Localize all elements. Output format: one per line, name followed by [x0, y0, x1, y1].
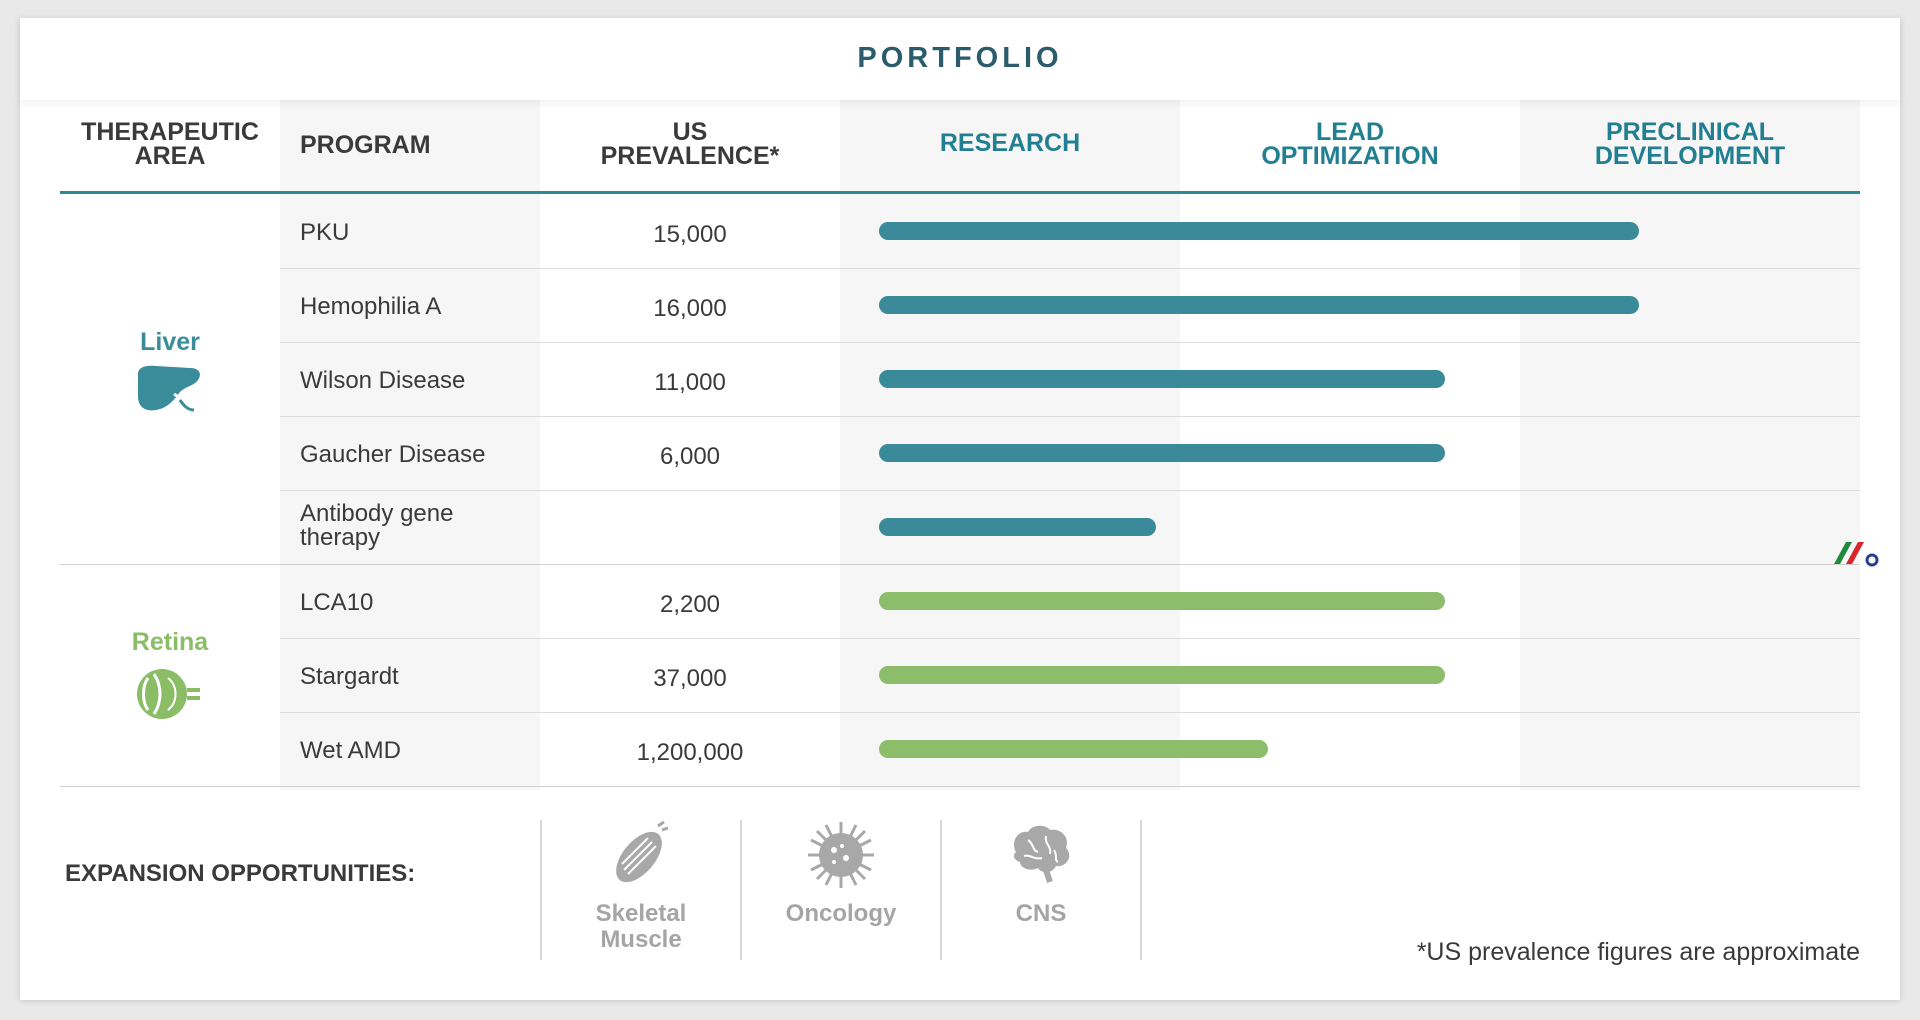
expansion-divider [1140, 820, 1142, 960]
pipeline-bar [879, 296, 1639, 314]
row-divider [280, 712, 1860, 713]
prevalence-value: 6,000 [659, 443, 721, 470]
expansion-label: Skeletal [595, 900, 687, 927]
header-preclinical-development: PRECLINICAL DEVELOPMENT [1520, 118, 1860, 170]
row-divider [280, 268, 1860, 269]
footnote: *US prevalence figures are approximate [1416, 938, 1860, 966]
header-area-line2: AREA [134, 142, 206, 170]
prevalence-value: 1,200,000 [636, 739, 744, 766]
header-area-line1: THERAPEUTIC [81, 118, 259, 146]
expansion-cns: CNS [941, 820, 1141, 927]
program-column-bg [280, 100, 540, 790]
header-us-prevalence: US PREVALENCE* [540, 118, 840, 170]
expansion-skeletal-muscle: Skeletal Muscle [541, 820, 741, 953]
eye-icon [137, 669, 200, 719]
program-name: Wet AMD [300, 737, 401, 764]
portfolio-card: PORTFOLIO THERAPEUTIC AREA PROGRAM US PR… [20, 18, 1900, 1000]
pipeline-bar [879, 666, 1446, 684]
pipeline-bar [879, 740, 1269, 758]
expansion-label: Muscle [600, 926, 682, 953]
program-name: LCA10 [300, 589, 374, 616]
expansion-title: EXPANSION OPPORTUNITIES: [65, 860, 416, 887]
header-therapeutic-area: THERAPEUTIC AREA [60, 118, 280, 170]
program-name: PKU [300, 219, 350, 246]
prevalence-value: 37,000 [653, 665, 727, 692]
cancer-cell-icon [808, 822, 874, 888]
program-name: Antibody gene therapy [300, 500, 454, 551]
expansion-label: Oncology [785, 900, 897, 927]
row-divider [280, 638, 1860, 639]
prevalence-value: 2,200 [659, 591, 721, 618]
pipeline-bar [879, 370, 1446, 388]
page-title: PORTFOLIO [857, 42, 1063, 74]
row-divider [280, 416, 1860, 417]
area-label-liver: Liver [140, 328, 200, 356]
program-name: Wilson Disease [300, 367, 466, 394]
prevalence-value: 15,000 [653, 221, 727, 248]
header-pre-line1: PRECLINICAL [1605, 118, 1775, 146]
header-program: PROGRAM [300, 131, 431, 159]
area-label-retina: Retina [131, 628, 209, 656]
row-divider [280, 490, 1860, 491]
header-lead-line1: LEAD [1315, 118, 1385, 146]
prevalence-value: 11,000 [654, 369, 726, 396]
expansion-divider [740, 820, 742, 960]
header-divider [60, 191, 1860, 194]
prevalence-value: 16,000 [653, 295, 727, 322]
expansion-divider [940, 820, 942, 960]
program-name: Stargardt [300, 663, 399, 690]
header-prev-line1: US [672, 118, 708, 146]
pipeline-bar [879, 592, 1446, 610]
row-divider [280, 342, 1860, 343]
header-pre-line2: DEVELOPMENT [1594, 142, 1786, 170]
liver-icon [138, 365, 200, 412]
brand-logo-icon [1834, 542, 1879, 567]
expansion-label: CNS [1015, 900, 1067, 927]
expansion-oncology: Oncology [741, 820, 941, 927]
preclinical-column-bg [1520, 100, 1860, 790]
brain-icon [1013, 825, 1070, 883]
header-lead-line2: OPTIMIZATION [1261, 142, 1439, 170]
program-name: Gaucher Disease [300, 441, 486, 468]
group-divider [60, 786, 1860, 787]
header-lead-optimization: LEAD OPTIMIZATION [1180, 118, 1520, 170]
program-name: Hemophilia A [300, 293, 442, 320]
pipeline-bar [879, 222, 1639, 240]
header-research: RESEARCH [939, 129, 1081, 157]
title-bar: PORTFOLIO [20, 18, 1900, 100]
pipeline-bar [879, 444, 1446, 462]
prevalence-column-bg [540, 100, 840, 790]
muscle-icon [616, 820, 669, 883]
header-prev-line2: PREVALENCE* [600, 142, 780, 170]
group-divider [60, 564, 1860, 565]
pipeline-bar [879, 518, 1157, 536]
expansion-divider [540, 820, 542, 960]
